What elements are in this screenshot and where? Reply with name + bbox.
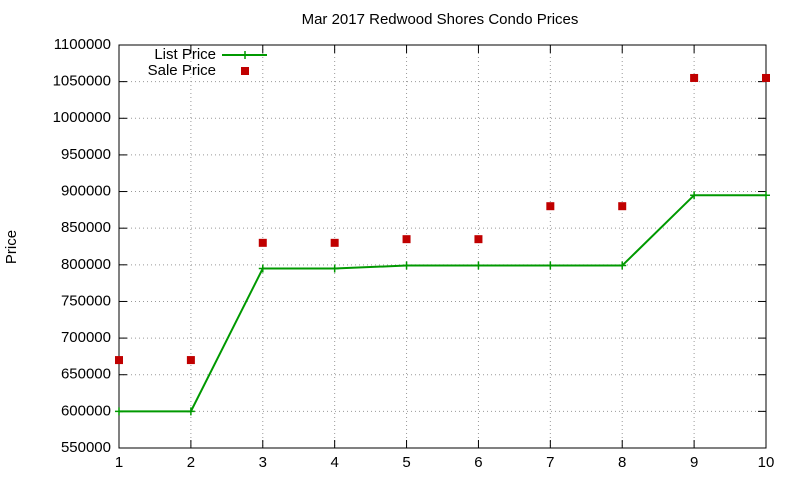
x-tick-label: 7 <box>546 454 554 471</box>
point-marker <box>618 202 627 211</box>
x-tick-label: 2 <box>187 454 195 471</box>
point-marker <box>402 235 411 244</box>
y-tick-label: 700000 <box>61 329 111 346</box>
y-tick-label: 1100000 <box>54 36 111 53</box>
y-tick-label: 800000 <box>61 256 111 273</box>
y-tick-label: 650000 <box>61 366 111 383</box>
y-axis-label: Price <box>3 230 20 264</box>
legend-label: List Price <box>154 46 216 63</box>
point-marker <box>115 356 123 365</box>
y-tick-label: 600000 <box>61 402 111 419</box>
chart-title: Mar 2017 Redwood Shores Condo Prices <box>302 11 579 28</box>
y-tick-label: 950000 <box>61 146 111 163</box>
x-tick-label: 6 <box>474 454 482 471</box>
point-marker <box>258 264 267 273</box>
point-marker <box>186 356 195 365</box>
point-marker <box>546 261 555 270</box>
point-marker <box>402 261 411 270</box>
point-marker <box>474 235 483 244</box>
legend-marker <box>241 51 249 59</box>
point-marker <box>258 238 267 247</box>
y-tick-label: 900000 <box>61 183 111 200</box>
point-marker <box>762 73 770 82</box>
x-tick-label: 9 <box>690 454 698 471</box>
x-tick-label: 10 <box>758 454 775 471</box>
plot-border <box>118 44 767 449</box>
y-tick-label: 750000 <box>61 292 111 309</box>
point-marker <box>186 407 195 416</box>
point-marker <box>330 238 339 247</box>
point-marker <box>618 261 627 270</box>
x-tick-label: 1 <box>115 454 123 471</box>
x-tick-label: 4 <box>330 454 338 471</box>
point-marker <box>690 73 699 82</box>
y-tick-label: 850000 <box>61 219 111 236</box>
point-marker <box>546 202 555 211</box>
y-tick-label: 1000000 <box>53 109 111 126</box>
point-marker <box>762 191 770 200</box>
y-tick-label: 550000 <box>61 439 111 456</box>
y-tick-label: 1050000 <box>53 73 111 90</box>
x-tick-label: 5 <box>402 454 410 471</box>
point-marker <box>474 261 483 270</box>
x-tick-label: 3 <box>259 454 267 471</box>
point-marker <box>115 407 123 416</box>
point-marker <box>330 264 339 273</box>
legend-marker <box>241 67 249 75</box>
x-tick-label: 8 <box>618 454 626 471</box>
series-line <box>119 194 766 413</box>
legend-label: Sale Price <box>148 62 216 79</box>
point-marker <box>690 191 699 200</box>
